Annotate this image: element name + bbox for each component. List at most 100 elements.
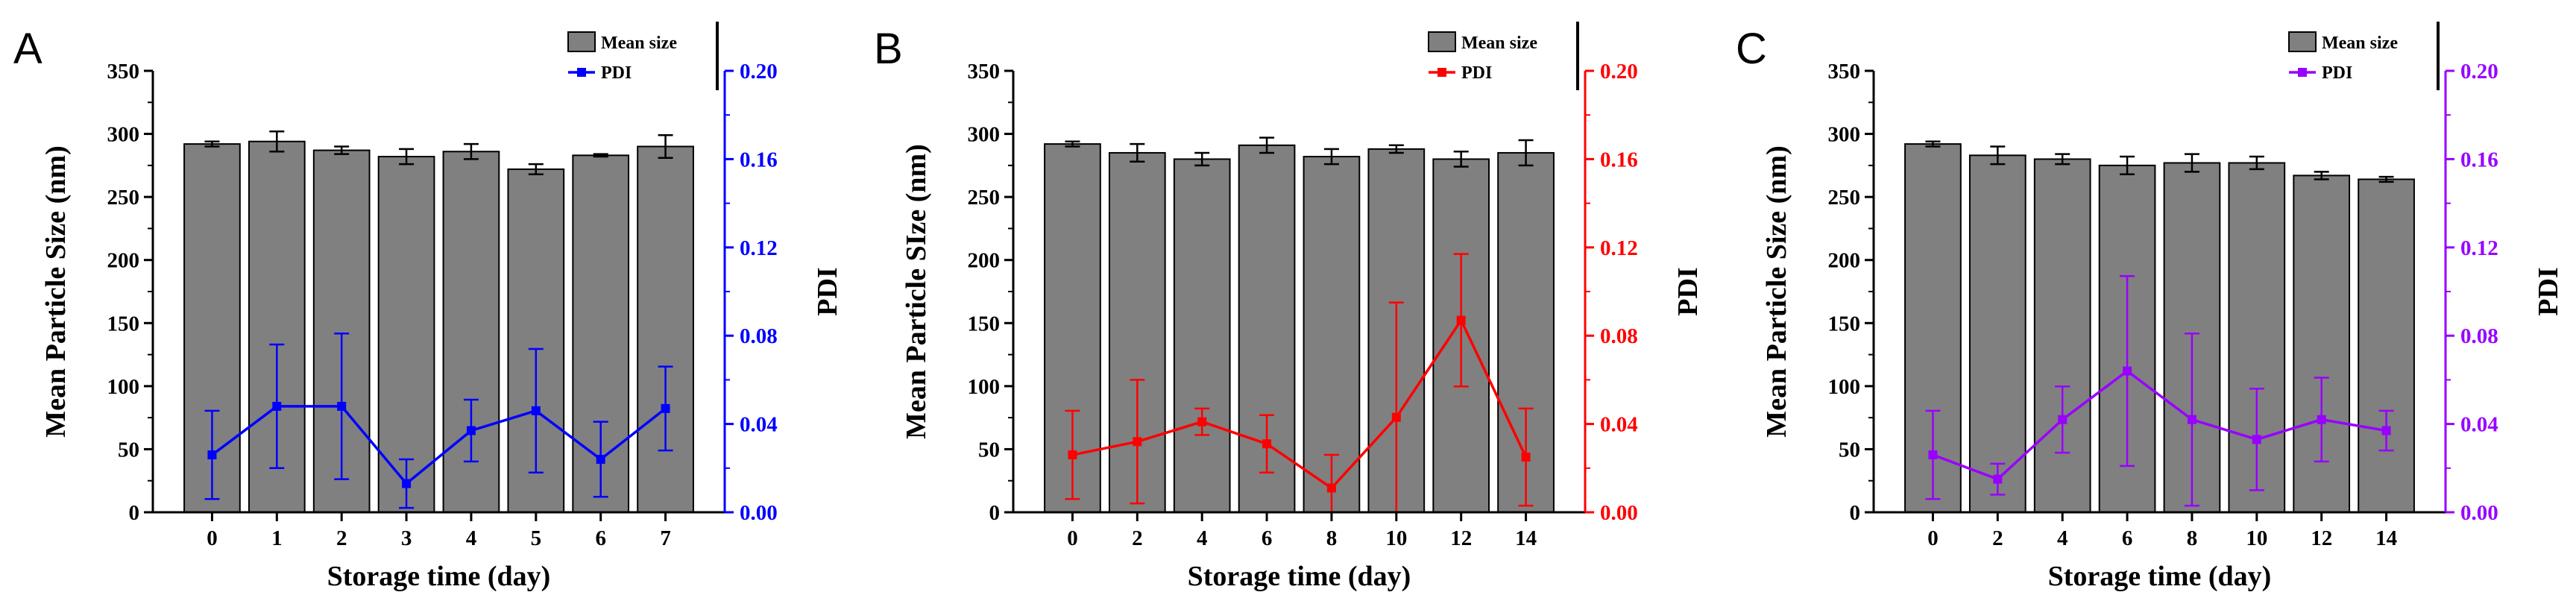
x-tick-label: 10	[1385, 526, 1407, 550]
legend-line-label: PDI	[1461, 63, 1492, 83]
y2-tick-label: 0.08	[1600, 324, 1638, 348]
y-tick-label: 350	[1828, 60, 1861, 84]
x-tick-label: 5	[531, 526, 542, 550]
legend-box	[1421, 20, 1581, 93]
panel-letter: C	[1736, 25, 1767, 73]
panel-letter: B	[874, 25, 903, 73]
y-axis-title-right: PDI	[812, 267, 843, 315]
panel-b: B 0501001502002503003500.000.040.080.120…	[874, 20, 1704, 592]
pdi-marker	[1133, 437, 1142, 447]
legend-bar-swatch	[567, 31, 596, 52]
x-tick-label: 14	[2375, 526, 2397, 550]
y2-tick-label: 0.04	[2460, 413, 2498, 437]
x-tick-label: 2	[336, 526, 347, 550]
x-tick-label: 7	[660, 526, 671, 550]
y2-tick-label: 0.20	[2460, 60, 2498, 84]
y-tick-label: 0	[129, 501, 140, 525]
x-tick-label: 12	[1450, 526, 1472, 550]
x-tick-label: 4	[2057, 526, 2068, 550]
x-tick-label: 6	[595, 526, 606, 550]
legend-bar-label: Mean size	[601, 34, 677, 53]
x-tick-label: 2	[1132, 526, 1143, 550]
size-bar	[1968, 154, 2027, 513]
y-tick-label: 350	[968, 60, 1001, 84]
pdi-marker	[661, 403, 670, 413]
pdi-line	[1932, 369, 2387, 481]
y2-tick-label: 0.12	[1600, 236, 1638, 260]
panel-c: C 0 50 100 150 200 250 300 350 0.00 0.04 0.08 0.12 0…	[1736, 20, 2564, 592]
x-tick-label: 8	[1326, 526, 1338, 550]
y-axis-title-left: Mean Particle Size (nm)	[40, 145, 72, 437]
legend-line-label: PDI	[601, 63, 632, 83]
size-bar	[2033, 158, 2091, 513]
y-tick-label: 300	[1828, 123, 1861, 147]
y-tick-label: 50	[118, 438, 139, 462]
pdi-marker	[1197, 417, 1207, 427]
y-tick-label: 100	[1828, 375, 1861, 399]
x-tick-label: 2	[1992, 526, 2003, 550]
pdi-marker	[1326, 483, 1336, 493]
y-tick-label: 150	[968, 312, 1001, 336]
pdi-marker	[1068, 450, 1077, 460]
x-tick-label: 4	[466, 526, 477, 550]
x-tick-label: 0	[1927, 526, 1939, 550]
y2-tick-label: 0.08	[740, 324, 778, 348]
y-tick-label: 100	[968, 375, 1001, 399]
y2-tick-label: 0.16	[2460, 148, 2498, 172]
y-tick-label: 200	[107, 249, 140, 273]
panel-a: A 0501001502002503003500.000.040.080.120…	[13, 20, 843, 592]
pdi-marker	[207, 450, 217, 460]
legend-line-marker	[2298, 68, 2307, 77]
legend-bar-swatch	[2288, 31, 2317, 52]
x-tick-label: 8	[2187, 526, 2198, 550]
y2-tick-label: 0.08	[2460, 324, 2498, 348]
y2-tick-label: 0.12	[2460, 236, 2498, 260]
y-tick-label: 250	[1828, 186, 1861, 210]
legend-line-marker	[1437, 68, 1446, 77]
y-tick-label: 200	[968, 249, 1001, 273]
pdi-marker	[402, 479, 412, 488]
legend-bar-label: Mean size	[2322, 34, 2398, 53]
y-axis-title-left: Mean Particle SIze (nm)	[901, 144, 932, 439]
pdi-marker	[531, 406, 541, 415]
y-tick-label: 150	[1828, 312, 1861, 336]
pdi-marker	[1521, 453, 1531, 462]
x-axis-title: Storage time (day)	[2048, 561, 2272, 592]
y-tick-label: 300	[107, 123, 140, 147]
y-tick-label: 50	[1839, 438, 1860, 462]
pdi-marker	[2381, 426, 2391, 435]
x-axis-title: Storage time (day)	[1188, 561, 1411, 592]
y2-tick-label: 0.00	[1600, 501, 1638, 525]
pdi-marker	[2123, 366, 2132, 376]
x-axis-title: Storage time (day)	[327, 561, 551, 592]
pdi-marker	[1993, 474, 2003, 484]
x-tick-label: 4	[1197, 526, 1208, 550]
x-tick-label: 0	[1067, 526, 1078, 550]
y2-tick-label: 0.04	[1600, 413, 1638, 437]
pdi-marker	[272, 401, 282, 411]
y-tick-label: 50	[978, 438, 1000, 462]
y-tick-label: 350	[107, 60, 140, 84]
x-tick-label: 12	[2311, 526, 2332, 550]
y2-tick-label: 0.12	[740, 236, 778, 260]
legend-box	[561, 20, 721, 93]
pdi-marker	[466, 426, 476, 435]
x-tick-label: 14	[1515, 526, 1537, 550]
legend-line-label: PDI	[2322, 63, 2352, 83]
pdi-marker	[2317, 415, 2326, 424]
y-axis-title-left: Mean Particle Size (nm)	[1761, 145, 1792, 437]
y2-tick-label: 0.00	[740, 501, 778, 525]
y-tick-label: 0	[1850, 501, 1861, 525]
y-tick-label: 200	[1828, 249, 1861, 273]
y-tick-label: 0	[989, 501, 1001, 525]
size-bar	[2358, 178, 2415, 513]
y-tick-label: 100	[107, 375, 140, 399]
x-tick-label: 6	[1262, 526, 1273, 550]
y2-tick-label: 0.04	[740, 413, 778, 437]
y2-tick-label: 0.16	[740, 148, 778, 172]
pdi-marker	[337, 401, 347, 411]
y2-tick-label: 0.00	[2460, 501, 2498, 525]
y2-tick-label: 0.20	[1600, 60, 1638, 84]
pdi-marker	[2187, 415, 2196, 424]
